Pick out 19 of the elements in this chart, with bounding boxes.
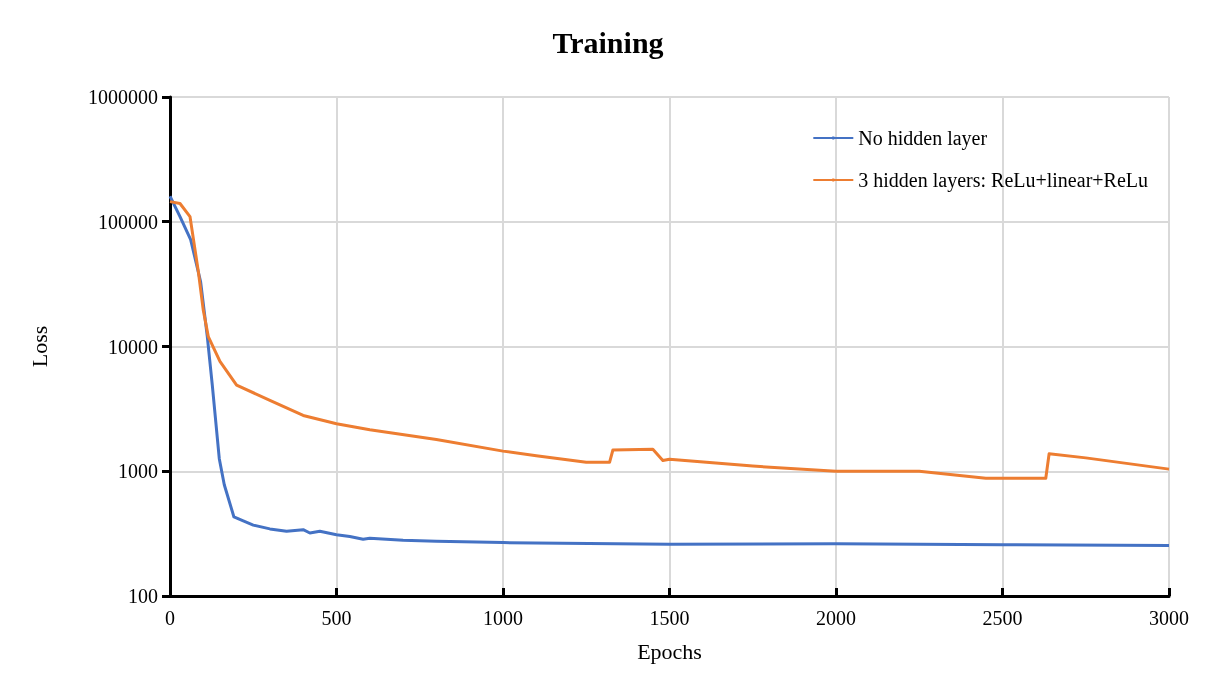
y-tick-label: 1000: [118, 460, 158, 483]
y-tick-label: 10000: [108, 335, 158, 358]
line-series: [168, 194, 1171, 547]
x-tick-label: 1500: [649, 607, 690, 629]
x-tick-label: 2000: [816, 607, 856, 629]
x-axis-title: Epochs: [637, 638, 702, 664]
y-tick-label: 100000: [98, 210, 158, 233]
x-tick-label: 2500: [982, 607, 1023, 629]
y-tick-label: 1000000: [88, 86, 158, 108]
x-tick-label: 500: [321, 607, 352, 629]
y-tick-label: 100: [128, 585, 158, 607]
x-tick-label: 0: [165, 607, 175, 629]
line-series: [168, 200, 1171, 480]
legend-label: 3 hidden layers: ReLu+linear+ReLu: [858, 169, 1149, 192]
y-axis-title: Loss: [26, 325, 52, 368]
x-tick-label: 1000: [483, 607, 523, 629]
chart-title: Training: [552, 25, 664, 59]
legend-label: No hidden layer: [858, 127, 988, 150]
x-tick-label: 3000: [1149, 607, 1189, 629]
